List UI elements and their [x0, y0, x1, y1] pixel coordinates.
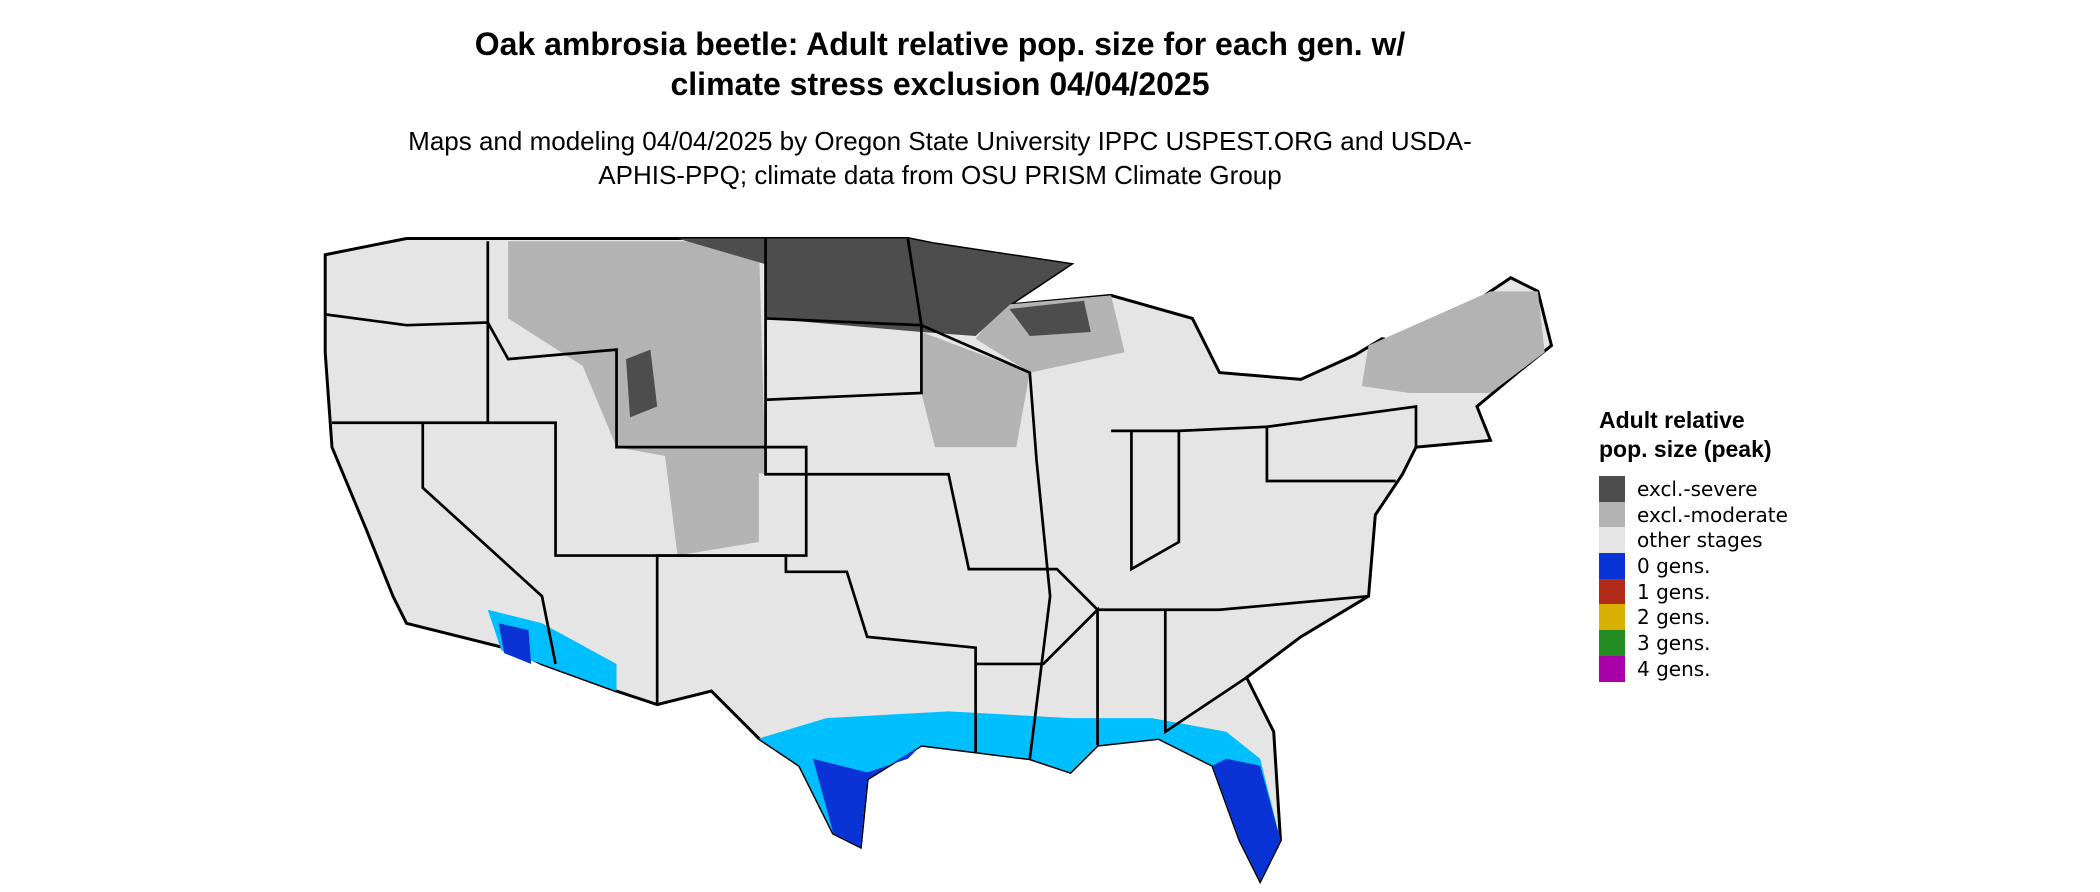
- legend-label: 2 gens.: [1637, 605, 1711, 630]
- legend-item: excl.-severe: [1599, 475, 1799, 502]
- map-subtitle: Maps and modeling 04/04/2025 by Oregon S…: [408, 126, 1472, 190]
- legend-label: 1 gens.: [1637, 579, 1711, 604]
- moderate-region: [921, 331, 1030, 448]
- state-border: [1266, 404, 1418, 448]
- legend-item: excl.-moderate: [1599, 501, 1799, 528]
- legend-item: 2 gens.: [1599, 604, 1799, 631]
- legend-swatch: [1599, 629, 1625, 656]
- legend-item: 3 gens.: [1599, 629, 1799, 656]
- warm-region: [758, 711, 1281, 881]
- legend-swatch: [1599, 578, 1625, 605]
- zero-gen-region: [1212, 758, 1281, 881]
- legend-swatch: [1599, 475, 1625, 502]
- legend-items: excl.-severe excl.-moderate other stages 0 …: [1599, 475, 1799, 682]
- moderate-region: [663, 447, 759, 556]
- legend-swatch: [1599, 655, 1625, 682]
- state-border: [1130, 430, 1181, 572]
- legend-swatch: [1599, 527, 1625, 554]
- legend-label: excl.-moderate: [1637, 502, 1788, 527]
- legend-label: 0 gens.: [1637, 553, 1711, 578]
- legend-label: 3 gens.: [1637, 630, 1711, 655]
- zero-gen-region: [498, 623, 532, 664]
- moderate-region: [1361, 291, 1545, 393]
- state-border: [421, 422, 557, 665]
- state-border: [331, 421, 977, 753]
- legend-title: Adult relative pop. size (peak): [1599, 407, 1772, 462]
- legend-swatch: [1599, 501, 1625, 528]
- legend-label: 4 gens.: [1637, 656, 1711, 681]
- legend-swatch: [1599, 552, 1625, 579]
- legend-item: 1 gens.: [1599, 578, 1799, 605]
- state-border: [906, 238, 1052, 759]
- zero-gen-region: [813, 745, 922, 847]
- state-border: [1163, 609, 1248, 735]
- state-border: [975, 606, 1099, 746]
- severe-region: [626, 349, 658, 418]
- legend-swatch: [1599, 604, 1625, 631]
- legend: Adult relative pop. size (peak) excl.-se…: [1599, 406, 1799, 682]
- severe-region: [677, 238, 1071, 337]
- legend-item: 0 gens.: [1599, 552, 1799, 579]
- state-border: [806, 472, 1369, 612]
- legend-item: 4 gens.: [1599, 655, 1799, 682]
- map-title: Oak ambrosia beetle: Adult relative pop.…: [474, 26, 1406, 102]
- state-border: [764, 238, 807, 476]
- legend-label: excl.-severe: [1637, 476, 1758, 501]
- legend-label: other stages: [1637, 528, 1763, 553]
- legend-item: other stages: [1599, 527, 1799, 554]
- us-map: [323, 236, 1554, 885]
- us-outline: [323, 236, 1554, 885]
- state-border: [765, 317, 923, 402]
- severe-region: [1009, 300, 1091, 337]
